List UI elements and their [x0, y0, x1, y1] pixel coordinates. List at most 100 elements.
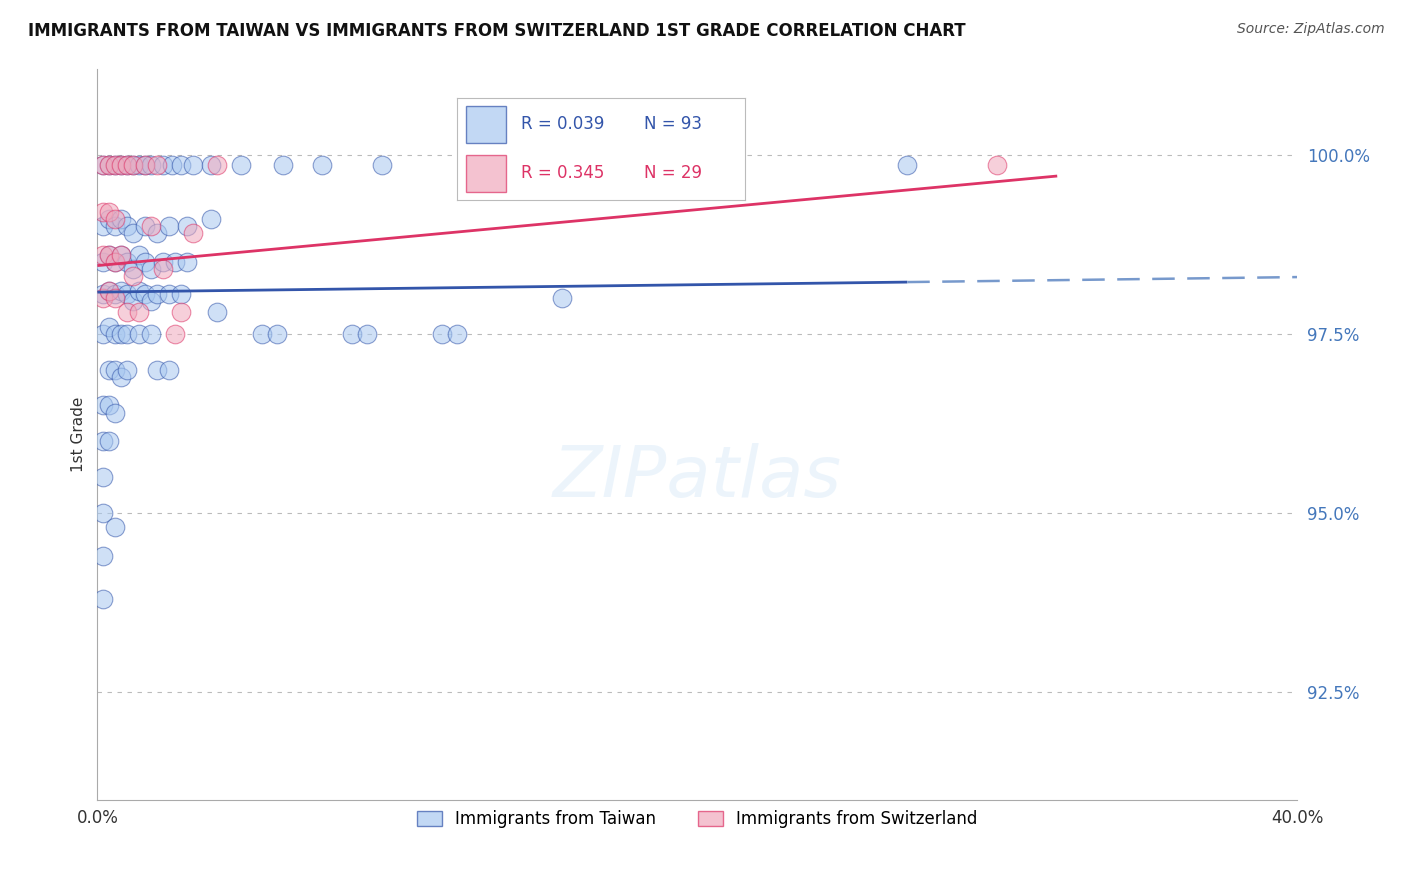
Point — [93, 287, 115, 301]
Point — [266, 326, 288, 341]
Point — [536, 158, 558, 172]
Point — [896, 158, 918, 172]
Point — [98, 205, 121, 219]
Point — [98, 319, 121, 334]
Point — [104, 287, 127, 301]
Point — [93, 205, 115, 219]
Text: ZIPatlas: ZIPatlas — [553, 443, 842, 512]
Point — [104, 405, 127, 419]
Text: Source: ZipAtlas.com: Source: ZipAtlas.com — [1237, 22, 1385, 37]
Point — [128, 284, 150, 298]
Point — [252, 326, 274, 341]
Point — [98, 362, 121, 376]
Point — [183, 227, 205, 241]
Point — [110, 284, 132, 298]
Point — [134, 158, 156, 172]
Point — [110, 158, 132, 172]
Point — [157, 362, 180, 376]
Point — [104, 326, 127, 341]
Point — [98, 212, 121, 227]
Point — [93, 549, 115, 563]
Point — [141, 294, 163, 309]
Point — [141, 262, 163, 277]
Point — [157, 287, 180, 301]
Point — [122, 262, 145, 277]
Point — [356, 326, 378, 341]
Point — [104, 520, 127, 534]
Point — [986, 158, 1008, 172]
Point — [117, 305, 139, 319]
Point — [93, 255, 115, 269]
Point — [117, 219, 139, 234]
Point — [551, 291, 574, 305]
Point — [134, 287, 156, 301]
Point — [477, 158, 499, 172]
Point — [122, 158, 145, 172]
Point — [104, 158, 127, 172]
Point — [117, 326, 139, 341]
Point — [157, 219, 180, 234]
Point — [122, 269, 145, 284]
Point — [432, 326, 454, 341]
Point — [128, 248, 150, 262]
Point — [162, 158, 184, 172]
Point — [371, 158, 394, 172]
Point — [104, 212, 127, 227]
Point — [93, 506, 115, 520]
Point — [141, 158, 163, 172]
Point — [165, 255, 187, 269]
Point — [117, 362, 139, 376]
Point — [141, 219, 163, 234]
Text: IMMIGRANTS FROM TAIWAN VS IMMIGRANTS FROM SWITZERLAND 1ST GRADE CORRELATION CHAR: IMMIGRANTS FROM TAIWAN VS IMMIGRANTS FRO… — [28, 22, 966, 40]
Point — [117, 158, 139, 172]
Point — [110, 248, 132, 262]
Point — [134, 158, 156, 172]
Point — [128, 158, 150, 172]
Point — [134, 255, 156, 269]
Point — [231, 158, 253, 172]
Point — [141, 326, 163, 341]
Point — [98, 284, 121, 298]
Point — [273, 158, 295, 172]
Point — [117, 255, 139, 269]
Point — [110, 248, 132, 262]
Point — [93, 158, 115, 172]
Point — [104, 291, 127, 305]
Point — [128, 305, 150, 319]
Point — [122, 294, 145, 309]
Point — [93, 470, 115, 484]
Point — [122, 227, 145, 241]
Point — [152, 158, 174, 172]
Point — [134, 219, 156, 234]
Point — [207, 305, 229, 319]
Point — [93, 434, 115, 449]
Point — [98, 248, 121, 262]
Point — [152, 255, 174, 269]
Point — [110, 326, 132, 341]
Point — [641, 158, 664, 172]
Point — [98, 158, 121, 172]
Point — [146, 158, 169, 172]
Point — [93, 326, 115, 341]
Point — [98, 284, 121, 298]
Point — [170, 305, 193, 319]
Point — [104, 362, 127, 376]
Point — [146, 287, 169, 301]
Point — [93, 248, 115, 262]
Point — [98, 248, 121, 262]
Point — [146, 362, 169, 376]
Point — [98, 398, 121, 412]
Point — [104, 255, 127, 269]
Legend: Immigrants from Taiwan, Immigrants from Switzerland: Immigrants from Taiwan, Immigrants from … — [411, 804, 984, 835]
Point — [342, 326, 364, 341]
Point — [200, 212, 222, 227]
Point — [207, 158, 229, 172]
Point — [117, 287, 139, 301]
Point — [110, 212, 132, 227]
Point — [110, 158, 132, 172]
Point — [446, 326, 468, 341]
Point — [93, 591, 115, 606]
Point — [165, 326, 187, 341]
Point — [170, 287, 193, 301]
Point — [146, 227, 169, 241]
